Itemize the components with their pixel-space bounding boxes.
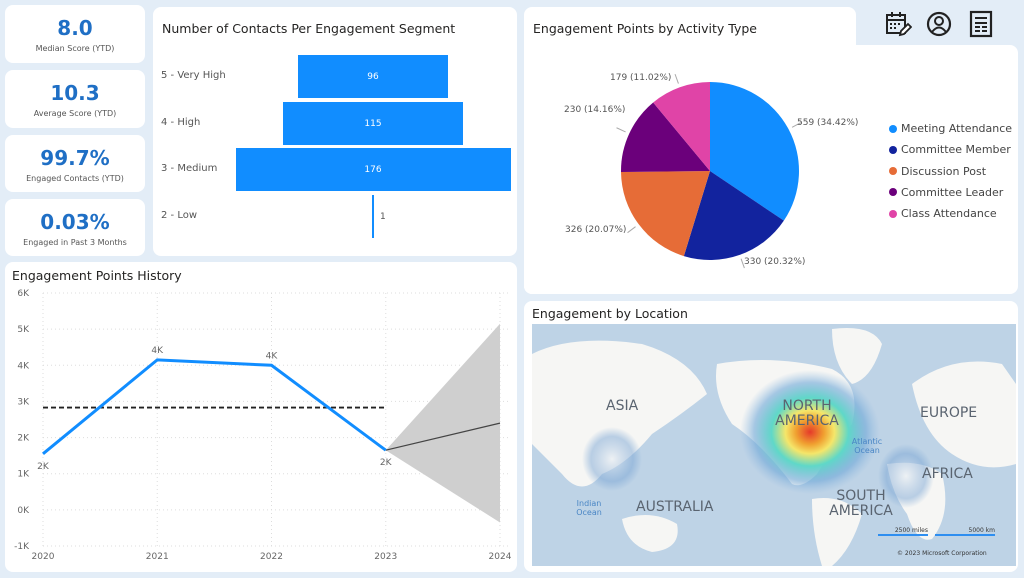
calendar-edit-icon[interactable] [884,10,912,38]
kpi-label: Engaged in Past 3 Months [23,238,127,247]
heatmap-spot [878,444,934,508]
map-copyright: © 2023 Microsoft Corporation [897,550,987,557]
history-title: Engagement Points History [12,268,182,283]
pie-data-label: 330 (20.32%) [744,257,806,267]
legend-item[interactable]: Discussion Post [889,165,986,178]
pie-chart [616,73,802,269]
pie-title: Engagement Points by Activity Type [533,21,757,36]
map-label-europe: EUROPE [920,405,978,421]
legend-label: Class Attendance [901,207,997,221]
x-tick-label: 2020 [32,552,55,562]
legend-marker [889,145,897,154]
funnel-category-label: 2 - Low [161,210,198,221]
x-tick-label: 2021 [146,552,169,562]
data-label: 4K [266,351,279,361]
legend-label: Meeting Attendance [901,122,1013,135]
report-icon[interactable] [967,10,995,38]
legend-label: Discussion Post [901,164,987,178]
data-label: 4K [151,346,164,356]
y-tick-label: 0K [17,506,30,516]
funnel-value-label: 176 [364,164,382,175]
legend-marker [889,188,897,197]
kpi-average-score: 10.3 Average Score (YTD) [5,70,145,128]
kpi-engaged-contacts: 99.7% Engaged Contacts (YTD) [5,135,145,192]
funnel-bar[interactable]: 115 [283,102,463,145]
pie-leader-line [674,73,679,84]
x-tick-label: 2022 [260,552,283,562]
pie-leader-line [740,258,745,269]
funnel-value-label: 115 [364,118,382,129]
data-label: 2K [380,458,393,468]
funnel-title: Number of Contacts Per Engagement Segmen… [162,21,456,36]
legend-label: Committee Leader [901,185,1004,199]
map-canvas[interactable]: ASIA NORTH AMERICA EUROPE AFRICA AUSTRAL… [532,324,1016,566]
pie-data-label: 179 (11.02%) [610,73,672,83]
map-scale-miles: 2500 miles [878,527,928,536]
forecast-line[interactable] [385,422,501,451]
kpi-label: Average Score (YTD) [33,109,117,118]
map-label-south-america: SOUTH AMERICA [829,488,893,519]
data-label: 2K [37,462,50,472]
heatmap-hotspot [740,370,880,494]
kpi-median-score: 8.0 Median Score (YTD) [5,5,145,63]
funnel-value-label: 1 [380,211,386,222]
pie-leader-line [616,127,626,133]
pie-data-label: 326 (20.07%) [565,225,627,235]
map-label-asia: ASIA [606,398,639,414]
pie-slice[interactable] [621,171,710,257]
map-label-africa: AFRICA [922,466,973,482]
map-title: Engagement by Location [532,306,688,321]
funnel-category-label: 4 - High [161,117,201,128]
pie-leader-line [791,122,802,128]
y-tick-label: 4K [17,361,30,371]
map-label-australia: AUSTRALIA [636,499,714,515]
history-line[interactable] [42,358,387,455]
funnel-bar[interactable]: 176 [235,148,511,191]
y-tick-label: 3K [17,397,30,407]
pie-slice[interactable] [683,171,784,260]
kpi-value: 10.3 [50,81,100,105]
map-label-north-america: NORTH AMERICA [775,398,839,429]
legend-item[interactable]: Committee Leader [889,186,1003,199]
pie-slice[interactable] [710,82,799,221]
funnel-category-label: 3 - Medium [161,163,218,174]
pie-slice[interactable] [621,102,710,173]
funnel-bar[interactable]: 1 [372,195,386,238]
legend-item[interactable]: Class Attendance [889,207,997,220]
user-circle-icon[interactable] [925,10,953,38]
heatmap-spot [582,427,642,491]
legend-marker [889,209,897,218]
y-tick-label: 6K [17,289,30,299]
legend-marker [889,124,897,133]
pie-slice[interactable] [653,82,710,171]
funnel-bar[interactable]: 96 [298,55,448,98]
y-tick-label: 2K [17,434,30,444]
pie-leader-line [627,226,636,234]
funnel-value-label: 96 [367,71,379,82]
kpi-value: 99.7% [40,146,110,170]
pie-data-label: 559 (34.42%) [797,118,859,128]
kpi-label: Engaged Contacts (YTD) [26,174,124,183]
kpi-engaged-recent: 0.03% Engaged in Past 3 Months [5,199,145,256]
map-label-atlantic: Atlantic Ocean [851,437,883,455]
x-tick-label: 2024 [489,552,512,562]
kpi-value: 8.0 [57,16,93,40]
kpi-label: Median Score (YTD) [35,44,115,53]
legend-item[interactable]: Committee Member [889,143,1011,156]
y-tick-label: 5K [17,325,30,335]
map-land [532,328,1016,566]
y-tick-label: 1K [17,470,30,480]
legend-label: Committee Member [901,143,1011,157]
funnel-category-label: 5 - Very High [161,70,226,81]
x-tick-label: 2023 [374,552,397,562]
kpi-value: 0.03% [40,210,110,234]
pie-data-label: 230 (14.16%) [564,105,626,115]
legend-item[interactable]: Meeting Attendance [889,122,1012,135]
map-scale-km: 5000 km [935,527,995,536]
legend-marker [889,167,897,176]
map-label-indian: Indian Ocean [576,499,602,517]
forecast-confidence-band [385,323,500,523]
y-tick-label: -1K [14,542,30,552]
